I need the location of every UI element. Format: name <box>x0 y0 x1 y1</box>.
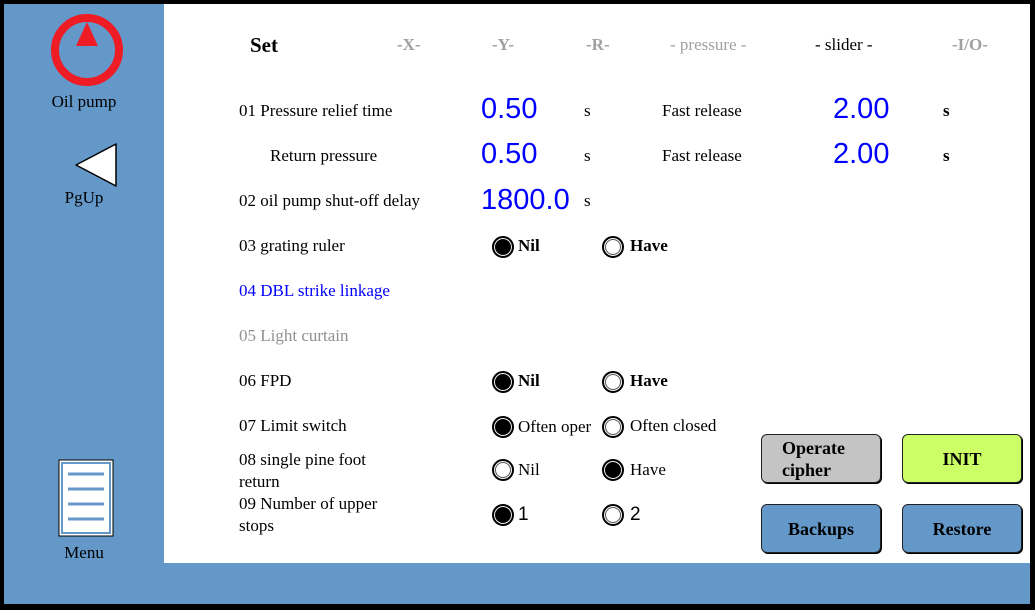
fast-release-value[interactable]: 2.00 <box>833 138 890 170</box>
upper-stops-label: 09 Number of upper <box>239 494 378 513</box>
grating-ruler-have-radio[interactable] <box>602 236 624 258</box>
pressure-relief-time-value[interactable]: 0.50 <box>481 93 538 125</box>
upper-stops-2-radio[interactable] <box>602 504 624 526</box>
backups-button[interactable]: Backups <box>761 504 881 553</box>
unit: s <box>584 191 591 210</box>
limit-switch-open-radio[interactable] <box>492 416 514 438</box>
return-pressure-value[interactable]: 0.50 <box>481 138 538 170</box>
tab-x[interactable]: -X- <box>397 35 421 54</box>
sidebar: Oil pump PgUp Menu <box>4 4 164 604</box>
unit: s <box>943 101 950 120</box>
pgup-label[interactable]: PgUp <box>64 188 104 207</box>
foot-return-have-radio[interactable] <box>602 459 624 481</box>
oil-pump-icon[interactable] <box>49 12 125 88</box>
limit-switch-label: 07 Limit switch <box>239 416 347 435</box>
operate-cipher-button[interactable]: Operate cipher <box>761 434 881 483</box>
init-button[interactable]: INIT <box>902 434 1022 483</box>
unit: s <box>584 146 591 165</box>
fpd-nil-radio[interactable] <box>492 371 514 393</box>
fpd-label: 06 FPD <box>239 371 292 390</box>
oil-pump-label[interactable]: Oil pump <box>51 92 117 111</box>
radio-label: Have <box>630 371 668 390</box>
pressure-relief-time-label: 01 Pressure relief time <box>239 101 393 120</box>
grating-ruler-label: 03 grating ruler <box>239 236 345 255</box>
tab-io[interactable]: -I/O- <box>952 35 988 54</box>
tab-slider[interactable]: - slider - <box>815 35 873 54</box>
radio-label: Nil <box>518 460 540 479</box>
upper-stops-label-2: stops <box>239 516 274 535</box>
light-curtain-label: 05 Light curtain <box>239 326 349 345</box>
button-label: Operate <box>782 437 845 458</box>
fpd-have-radio[interactable] <box>602 371 624 393</box>
radio-label: Nil <box>518 236 540 255</box>
status-bar <box>164 563 1030 604</box>
pgup-icon[interactable] <box>74 142 118 188</box>
return-pressure-label: Return pressure <box>270 146 378 165</box>
fast-release-label: Fast release <box>662 101 742 120</box>
grating-ruler-nil-radio[interactable] <box>492 236 514 258</box>
tab-pressure[interactable]: - pressure - <box>670 35 747 54</box>
limit-switch-closed-radio[interactable] <box>602 416 624 438</box>
foot-return-nil-radio[interactable] <box>492 459 514 481</box>
menu-label[interactable]: Menu <box>64 543 104 562</box>
radio-label: 1 <box>518 504 529 525</box>
fast-release-value[interactable]: 2.00 <box>833 93 890 125</box>
tab-r[interactable]: -R- <box>586 35 610 54</box>
unit: s <box>584 101 591 120</box>
unit: s <box>943 146 950 165</box>
upper-stops-1-radio[interactable] <box>492 504 514 526</box>
tab-y[interactable]: -Y- <box>492 35 515 54</box>
radio-label: 2 <box>630 504 641 525</box>
radio-label: Nil <box>518 371 540 390</box>
tab-set[interactable]: Set <box>250 33 278 57</box>
radio-label: Often oper <box>518 417 592 436</box>
single-pine-foot-label-2: return <box>239 472 280 491</box>
radio-label: Have <box>630 460 666 479</box>
single-pine-foot-label: 08 single pine foot <box>239 450 367 469</box>
button-label: cipher <box>782 459 831 480</box>
radio-label: Often closed <box>630 416 717 435</box>
radio-label: Have <box>630 236 668 255</box>
shutoff-delay-label: 02 oil pump shut-off delay <box>239 191 420 210</box>
dbl-strike-linkage-link[interactable]: 04 DBL strike linkage <box>239 281 390 300</box>
menu-icon[interactable] <box>58 459 114 537</box>
shutoff-delay-value[interactable]: 1800.0 <box>481 184 570 216</box>
fast-release-label: Fast release <box>662 146 742 165</box>
settings-panel <box>164 4 1030 563</box>
restore-button[interactable]: Restore <box>902 504 1022 553</box>
